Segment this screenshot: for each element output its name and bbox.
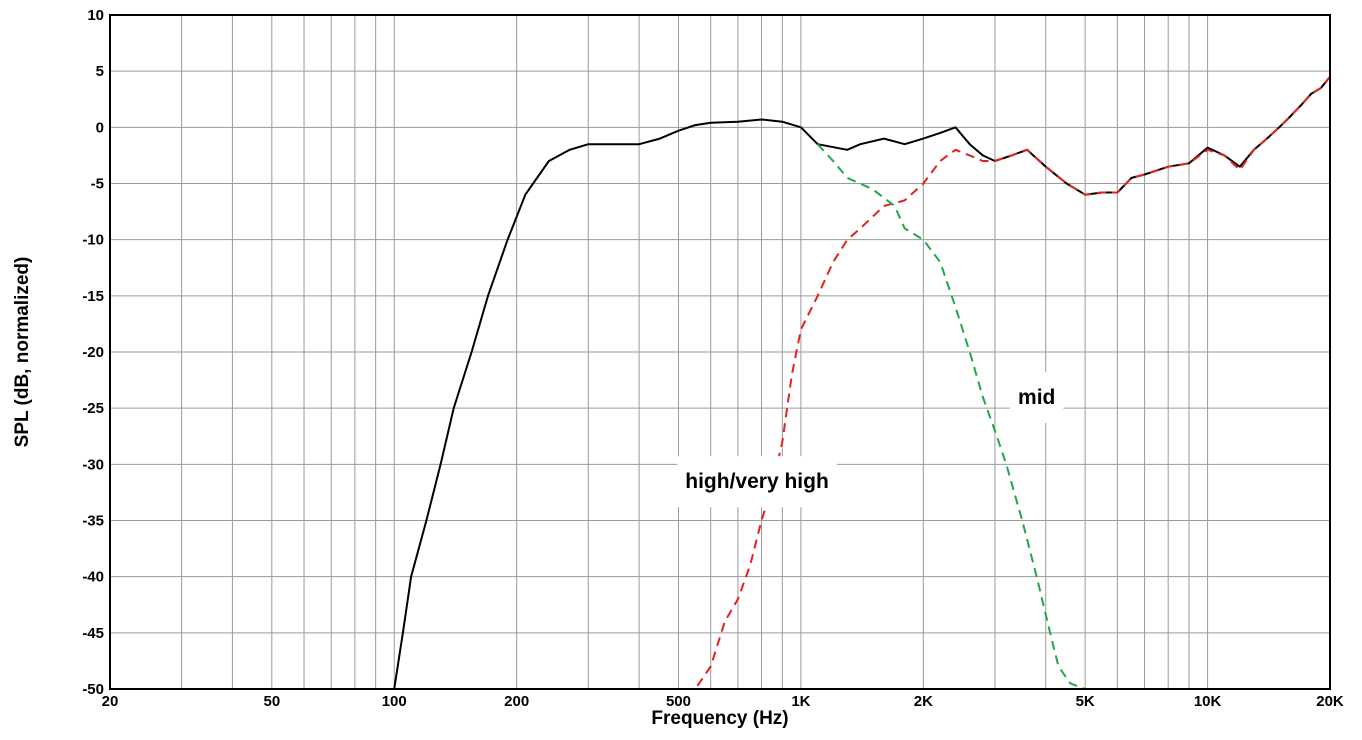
x-tick-label: 1K xyxy=(791,693,810,710)
y-tick-label: -15 xyxy=(82,288,104,305)
x-tick-label: 10K xyxy=(1194,693,1222,710)
x-axis-title: Frequency (Hz) xyxy=(651,708,788,729)
plot-frame xyxy=(109,14,1331,690)
x-tick-label: 500 xyxy=(666,693,691,710)
y-tick-label: 5 xyxy=(96,63,104,80)
y-tick-labels: 10 5 0 -5 -10 -15 -20 -25 -30 -35 -40 -45 -50 xyxy=(82,7,104,698)
grid-lines xyxy=(110,15,1330,689)
y-tick-label: -50 xyxy=(82,681,104,698)
annotation-2: mid xyxy=(1010,371,1064,423)
y-tick-label: -25 xyxy=(82,400,104,417)
x-tick-label: 200 xyxy=(504,693,529,710)
annotation-1: high/very high xyxy=(677,456,837,508)
y-tick-label: -5 xyxy=(91,176,104,193)
series-line-1 xyxy=(393,76,1331,690)
series-line-2 xyxy=(639,76,1331,690)
annotation-label: high/very high xyxy=(685,470,829,493)
x-tick-label: 2K xyxy=(914,693,933,710)
y-tick-label: -20 xyxy=(82,344,104,361)
y-tick-label: -40 xyxy=(82,569,104,586)
annotation-background xyxy=(1010,371,1064,423)
x-tick-label: 100 xyxy=(382,693,407,710)
x-tick-label: 20 xyxy=(102,693,119,710)
annotation-label: mid xyxy=(1018,386,1055,409)
x-tick-label: 5K xyxy=(1076,693,1095,710)
series-layer xyxy=(393,76,1331,690)
x-tick-label: 20K xyxy=(1316,693,1344,710)
y-tick-label: -45 xyxy=(82,625,104,642)
series-line-3 xyxy=(816,143,1330,690)
y-tick-label: -30 xyxy=(82,456,104,473)
y-axis-title: SPL (dB, normalized) xyxy=(12,257,33,448)
y-tick-label: -35 xyxy=(82,513,104,530)
y-tick-label: 10 xyxy=(87,7,104,24)
x-tick-label: 50 xyxy=(263,693,280,710)
annotation-background xyxy=(677,456,837,508)
y-tick-label: 0 xyxy=(96,119,104,136)
x-tick-labels: 20 50 100 200 500 1K 2K 5K 10K 20K xyxy=(102,693,1344,710)
annotations: high/very high mid xyxy=(677,371,1064,508)
y-tick-label: -10 xyxy=(82,232,104,249)
